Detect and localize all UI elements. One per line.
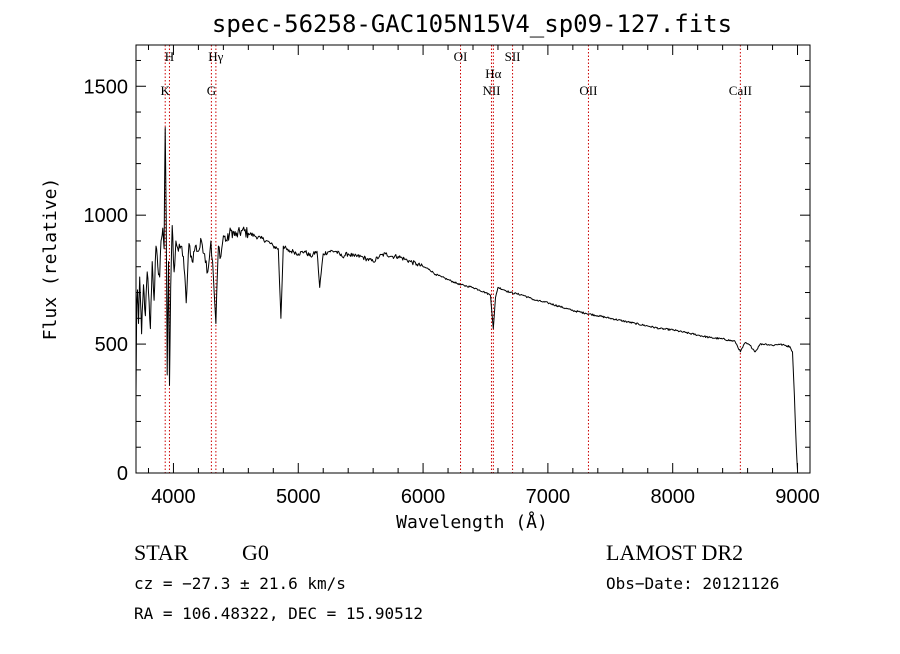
obs-date-text: Obs−Date: 20121126 xyxy=(606,574,779,593)
x-tick-label: 8000 xyxy=(650,486,695,508)
spectral-line-label: K xyxy=(161,83,171,98)
spectral-line-label: CaII xyxy=(729,83,752,98)
spectrum-series xyxy=(135,127,798,471)
x-tick-label: 6000 xyxy=(401,486,446,508)
spectrum-line xyxy=(135,127,798,471)
object-class: STAR xyxy=(134,540,189,565)
redshift-text: cz = −27.3 ± 21.6 km/s xyxy=(134,574,346,593)
spectral-line-label: NII xyxy=(482,83,500,98)
chart-title: spec-56258-GAC105N15V4_sp09-127.fits xyxy=(212,10,732,38)
y-tick-label: 1500 xyxy=(84,76,129,98)
y-tick-label: 1000 xyxy=(84,205,129,227)
axis-ticks: 4000 5000 6000 7000 8000 9000 0 500 1000 1500 xyxy=(84,45,820,508)
x-tick-label: 7000 xyxy=(526,486,571,508)
spectral-line-label: H xyxy=(165,49,174,64)
spectral-line-label: Hγ xyxy=(208,49,223,64)
x-tick-label: 9000 xyxy=(775,486,820,508)
x-axis-label: Wavelength (Å) xyxy=(396,511,548,533)
x-tick-label: 5000 xyxy=(276,486,321,508)
spectral-line-label: Hα xyxy=(485,66,501,81)
spectral-line-label: G xyxy=(207,83,216,98)
coordinates-text: RA = 106.48322, DEC = 15.90512 xyxy=(134,604,423,623)
spectral-line-label: OI xyxy=(454,49,468,64)
y-tick-label: 0 xyxy=(117,463,128,485)
object-subclass: G0 xyxy=(242,540,269,565)
spectral-line-markers: K H G Hγ OI NII Hα SII OII CaII xyxy=(161,45,752,473)
spectral-line-label: SII xyxy=(505,49,521,64)
y-axis-label: Flux (relative) xyxy=(40,178,61,341)
plot-frame xyxy=(135,44,811,474)
y-tick-label: 500 xyxy=(95,334,128,356)
x-tick-label: 4000 xyxy=(151,486,196,508)
spectral-line-label: OII xyxy=(579,83,597,98)
survey-name: LAMOST DR2 xyxy=(606,540,743,565)
